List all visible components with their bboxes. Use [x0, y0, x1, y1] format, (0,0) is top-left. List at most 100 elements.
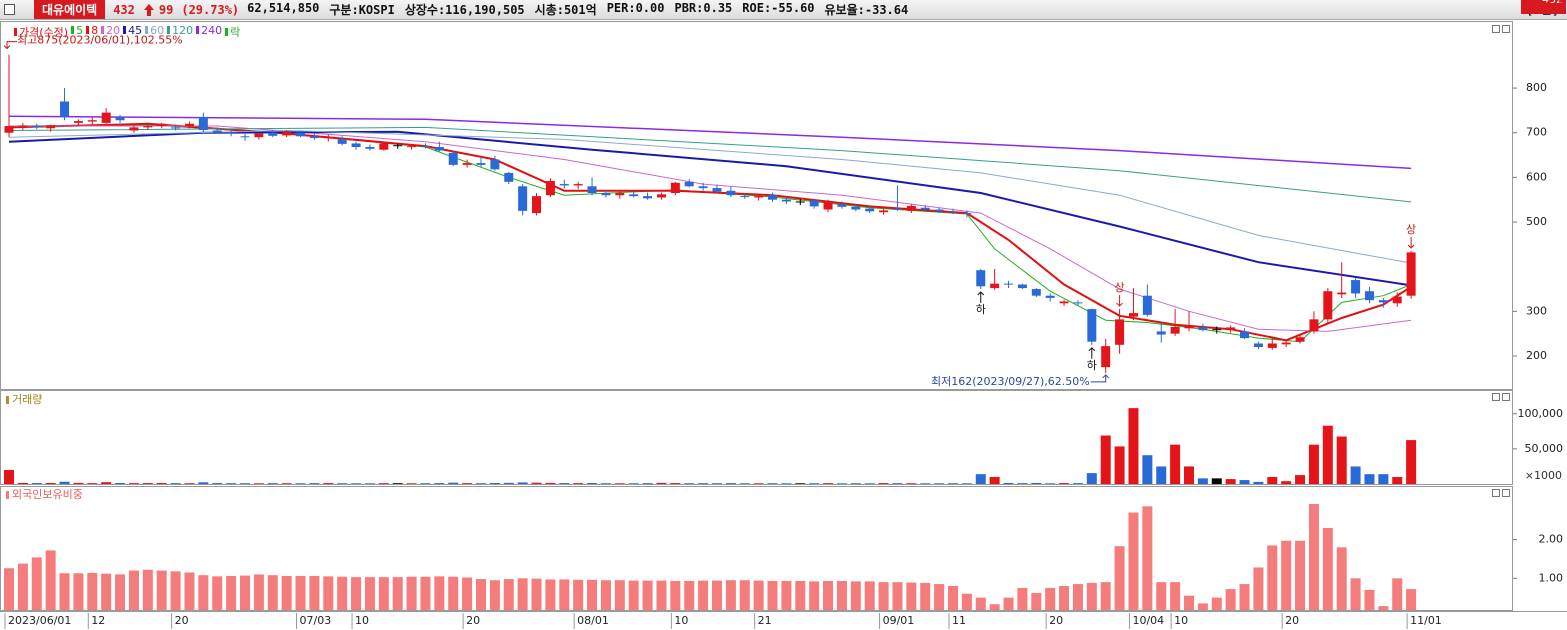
bar	[1378, 474, 1389, 484]
x-tick-label: 12	[91, 614, 105, 627]
bar	[670, 483, 681, 484]
checkbox-icon[interactable]	[4, 3, 16, 16]
bar	[1378, 606, 1389, 610]
candle-body	[351, 143, 361, 148]
bar	[281, 483, 292, 484]
bar	[698, 483, 709, 484]
signal-arrow	[1116, 295, 1123, 307]
bar	[684, 580, 695, 610]
bar	[309, 575, 320, 610]
bar	[1059, 483, 1070, 484]
y-tick-label: 800	[1526, 81, 1547, 94]
bar	[920, 483, 931, 484]
bar	[406, 576, 417, 610]
bar	[864, 483, 875, 484]
candle-body	[254, 133, 264, 138]
panel-icons[interactable]	[1492, 25, 1510, 497]
candle-body	[240, 136, 250, 138]
candle-body	[129, 127, 139, 131]
signal-label: 하	[976, 302, 986, 316]
bar	[364, 577, 375, 610]
bar	[45, 483, 56, 484]
candle-body	[504, 172, 514, 182]
candle-body	[87, 120, 97, 122]
bar	[1406, 589, 1417, 610]
bar	[795, 580, 806, 610]
legend-item: 120	[167, 24, 193, 40]
bar	[378, 577, 389, 610]
bar	[809, 581, 820, 610]
bar	[545, 482, 556, 484]
bar	[1295, 475, 1306, 484]
bar	[614, 580, 625, 610]
candle-body	[1101, 346, 1111, 368]
bar	[142, 483, 153, 484]
legend-marker	[196, 26, 200, 34]
legend-label: 60	[150, 24, 165, 37]
bar	[1170, 582, 1181, 610]
bar	[87, 572, 98, 610]
candle-body	[892, 208, 902, 210]
bar	[864, 581, 875, 610]
bar	[628, 483, 639, 484]
legend-marker	[167, 26, 171, 34]
bar	[989, 604, 1000, 610]
candle-body	[768, 195, 778, 200]
bar	[1322, 425, 1333, 484]
candle-body	[1323, 291, 1333, 320]
header-field: ROE:-55.60	[742, 1, 815, 15]
bar	[989, 476, 1000, 484]
candle-body	[420, 146, 430, 148]
bar	[240, 483, 250, 484]
bar	[1211, 478, 1222, 484]
stock-name[interactable]: 대유에이텍	[34, 0, 106, 19]
candle-body	[1281, 342, 1291, 345]
candle-body	[532, 196, 542, 214]
bar	[934, 584, 945, 610]
bar	[170, 483, 181, 484]
bar	[587, 579, 598, 610]
candle-body	[1253, 343, 1263, 348]
bar	[101, 482, 112, 484]
price-tag-pct: 29.73%	[1521, 0, 1563, 6]
bar	[712, 483, 722, 484]
candle-body	[143, 126, 153, 128]
bar	[739, 483, 750, 484]
high-note: 최고875(2023/06/01),102.55%	[17, 34, 183, 47]
bar	[781, 580, 792, 610]
bar	[836, 483, 847, 484]
candle-body	[1004, 283, 1014, 285]
bar	[795, 483, 806, 484]
candle-body	[823, 201, 833, 210]
bar	[1059, 586, 1070, 610]
bar	[1128, 408, 1139, 484]
bar	[753, 580, 764, 610]
candle-body	[379, 143, 389, 150]
legend-marker	[101, 26, 105, 34]
y-tick-label: 50,000	[1525, 442, 1564, 455]
legend-marker	[123, 26, 127, 34]
x-tick-label: 10	[355, 614, 369, 627]
candle-body	[545, 180, 555, 196]
legend-marker	[14, 28, 17, 36]
candle-body	[934, 209, 944, 212]
legend: 가격(수정) 5 8 20 45 60 120 240 락	[14, 24, 240, 40]
ma-line	[8, 115, 1412, 170]
candle-body	[73, 121, 83, 123]
candle-body	[1087, 309, 1097, 342]
candle-body	[337, 138, 347, 144]
y-tick-label: 600	[1526, 170, 1547, 183]
bar	[1281, 481, 1292, 484]
bar	[1281, 540, 1292, 610]
bar	[1086, 582, 1097, 610]
bar	[212, 576, 223, 610]
bar	[323, 576, 334, 610]
bar	[1142, 506, 1153, 610]
bar	[476, 483, 486, 484]
high-arrow	[3, 41, 17, 50]
bar	[545, 579, 556, 610]
bar	[823, 580, 834, 610]
ma-line	[8, 130, 1412, 287]
bar	[1003, 597, 1014, 610]
bar	[489, 483, 500, 484]
